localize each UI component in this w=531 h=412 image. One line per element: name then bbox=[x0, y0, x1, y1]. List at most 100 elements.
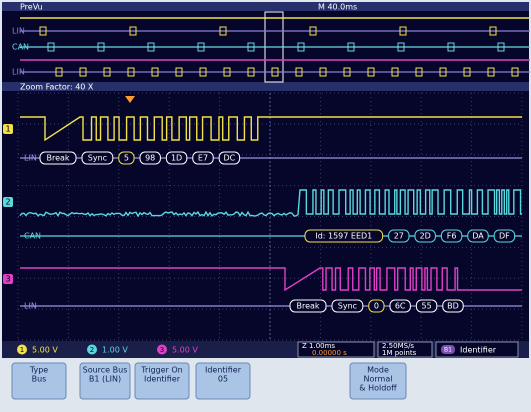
overview-packet bbox=[151, 67, 159, 77]
packet-label: DF bbox=[499, 232, 510, 241]
menu-label: Source Bus bbox=[83, 366, 128, 375]
overview-packet bbox=[271, 67, 279, 77]
overview-packet bbox=[415, 67, 423, 77]
channel-marker bbox=[3, 197, 13, 207]
overview-packet bbox=[489, 26, 497, 36]
overview-packet bbox=[129, 26, 137, 36]
overview-packet bbox=[295, 67, 303, 77]
trigger-position: 0.00000 s bbox=[312, 349, 347, 357]
bus-label: LIN bbox=[24, 302, 37, 311]
packet-box bbox=[165, 151, 188, 165]
scale-value: 1.00 V bbox=[102, 346, 128, 355]
overview-packet bbox=[103, 67, 111, 77]
menu-label: Trigger On bbox=[140, 366, 183, 375]
overview-packet bbox=[497, 42, 505, 52]
packet-box bbox=[118, 151, 135, 165]
overview-bus-label: LIN bbox=[12, 68, 25, 77]
overview-packet bbox=[487, 67, 495, 77]
packet-label: 98 bbox=[145, 154, 155, 163]
menu-value: & Holdoff bbox=[359, 384, 397, 393]
packet-label: 55 bbox=[422, 302, 432, 311]
overview-packet bbox=[397, 42, 405, 52]
zoom-label: Zoom Factor: 40 X bbox=[20, 83, 94, 92]
menu-button[interactable] bbox=[11, 362, 67, 400]
menu-button[interactable] bbox=[195, 362, 251, 400]
scale-badge bbox=[87, 344, 97, 355]
menu-value: Bus bbox=[32, 375, 47, 384]
record-length: 1M points bbox=[382, 349, 417, 357]
packet-box bbox=[388, 229, 410, 243]
overview-bus-label: LIN bbox=[12, 27, 25, 36]
menu-button[interactable] bbox=[349, 362, 407, 400]
overview-packet bbox=[147, 42, 155, 52]
packet-box bbox=[389, 299, 411, 313]
scale-number: 2 bbox=[90, 346, 94, 354]
overview-packet bbox=[247, 42, 255, 52]
packet-box bbox=[442, 299, 464, 313]
scale-number: 1 bbox=[20, 346, 24, 354]
overview-packet bbox=[391, 67, 399, 77]
ch1-wave bbox=[20, 116, 522, 142]
status-readouts: Z 1.00ms 0.00000 s 2.50MS/s 1M points B1… bbox=[17, 341, 519, 358]
overview-packet bbox=[219, 26, 227, 36]
packet-label: Break bbox=[296, 302, 319, 311]
packet-label: 6C bbox=[395, 302, 406, 311]
packet-label: Sync bbox=[338, 302, 357, 311]
timebase: M 40.0ms bbox=[318, 3, 357, 12]
preview-bar bbox=[2, 2, 529, 11]
packet-label: 27 bbox=[394, 232, 404, 241]
menu-value: Identifier bbox=[144, 375, 181, 384]
menu-button[interactable] bbox=[134, 362, 190, 400]
channel-marker bbox=[3, 124, 13, 134]
sample-rate: 2.50MS/s bbox=[382, 342, 414, 350]
packet-box bbox=[368, 299, 385, 313]
packet-box bbox=[81, 151, 114, 165]
packet-label: DA bbox=[472, 232, 484, 241]
bus-label: LIN bbox=[24, 154, 37, 163]
overview-packet bbox=[511, 67, 519, 77]
overview-packet bbox=[319, 67, 327, 77]
overview-packet bbox=[343, 67, 351, 77]
channel-number: 3 bbox=[5, 275, 10, 284]
packet-label: F6 bbox=[447, 232, 457, 241]
overview-packet bbox=[199, 67, 207, 77]
zoom-bar bbox=[2, 82, 529, 91]
scale-value: 5.00 V bbox=[172, 346, 198, 355]
channel-number: 1 bbox=[5, 125, 10, 134]
scale-number: 3 bbox=[160, 346, 164, 354]
bus-label: CAN bbox=[24, 232, 41, 241]
scale-badge bbox=[17, 344, 27, 355]
zoom-readout-box bbox=[297, 341, 375, 358]
packet-box bbox=[304, 229, 384, 243]
menu-label: Mode bbox=[367, 366, 389, 375]
packet-box bbox=[218, 151, 241, 165]
packet-box bbox=[440, 229, 463, 243]
packet-label: Break bbox=[46, 154, 69, 163]
packet-box bbox=[414, 229, 436, 243]
packet-box bbox=[467, 229, 489, 243]
overview-packet bbox=[367, 67, 375, 77]
overview-packet bbox=[447, 42, 455, 52]
scale-badge bbox=[157, 344, 167, 355]
overview-packet bbox=[47, 42, 55, 52]
packet-box bbox=[139, 151, 161, 165]
overview-packet bbox=[247, 67, 255, 77]
overview-packet bbox=[197, 42, 205, 52]
overview-packet bbox=[97, 42, 105, 52]
scale-value: 5.00 V bbox=[32, 346, 58, 355]
packet-label: 5 bbox=[124, 154, 129, 163]
menu-label: Type bbox=[29, 366, 48, 375]
packet-box bbox=[39, 151, 77, 165]
packet-box bbox=[192, 151, 214, 165]
menu-button[interactable] bbox=[79, 362, 131, 400]
packet-label: Sync bbox=[88, 154, 107, 163]
menu-value: B1 (LIN) bbox=[89, 375, 121, 384]
trigger-type: Identifier bbox=[460, 346, 497, 355]
menu-value: 05 bbox=[218, 375, 228, 384]
menu-value: Normal bbox=[364, 375, 393, 384]
preview-title: PreVu bbox=[20, 3, 43, 12]
overview-packet bbox=[175, 67, 183, 77]
overview-packet bbox=[223, 67, 231, 77]
